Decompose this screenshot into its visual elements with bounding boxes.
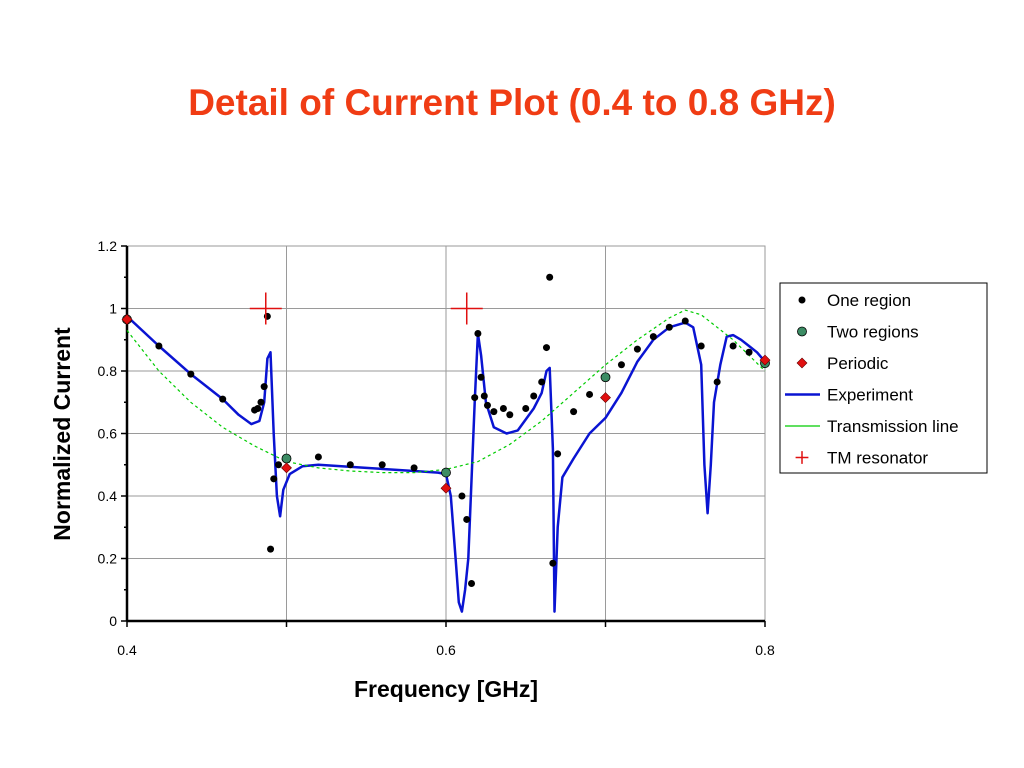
periodic-point [281, 462, 292, 474]
y-tick-label: 1 [109, 301, 117, 317]
one-region-point [586, 390, 594, 398]
two-regions-point [281, 453, 292, 464]
y-tick-label: 0.6 [98, 426, 118, 442]
one-region-point [378, 461, 386, 469]
one-region-point [729, 342, 737, 350]
one-region-point [554, 450, 562, 458]
grid-lines [126, 245, 766, 622]
legend-swatch-two-regions [797, 326, 807, 337]
legend-swatch-tm-resonator [795, 451, 809, 464]
one-region-point [542, 344, 550, 352]
one-region-point [483, 401, 491, 409]
series-layer [121, 273, 771, 613]
one-region-point [474, 330, 482, 337]
one-region-point [506, 411, 514, 419]
transmission-line-line [126, 309, 766, 474]
legend-label-periodic: Periodic [827, 354, 889, 373]
one-region-point [538, 378, 546, 386]
one-region-point [570, 408, 578, 416]
series-transmission-line [126, 309, 766, 474]
one-region-point [219, 395, 227, 403]
periodic-point [759, 354, 771, 366]
two-regions-point [441, 467, 451, 478]
x-tick-label: 0.6 [436, 642, 456, 658]
one-region-point [270, 475, 278, 483]
one-region-point [257, 398, 265, 406]
legend-label-experiment: Experiment [827, 386, 913, 405]
one-region-point [697, 342, 705, 350]
one-region-point [463, 515, 471, 523]
one-region-point [187, 370, 195, 378]
one-region-point [410, 464, 418, 472]
x-tick-label: 0.4 [117, 642, 137, 658]
legend-box [779, 282, 988, 474]
series-one-region [155, 273, 753, 587]
tm-resonator-point [450, 292, 483, 325]
legend: One region Two regions Periodic Experiment T… [779, 282, 988, 474]
one-region-point [681, 317, 689, 325]
legend-label-tm-resonator: TM resonator [827, 449, 928, 468]
one-region-point [665, 323, 673, 331]
slide-title: Detail of Current Plot (0.4 to 0.8 GHz) [188, 82, 836, 123]
y-tick-label: 0.2 [98, 551, 118, 567]
series-periodic [121, 314, 771, 494]
y-tick-label: 0.8 [98, 363, 118, 379]
one-region-point [263, 312, 271, 320]
axes: 0 0.2 0.4 0.6 0.8 1 1.2 0.4 0.6 0.8 [98, 238, 775, 658]
legend-label-two-regions: Two regions [827, 323, 919, 342]
one-region-point [713, 378, 721, 386]
one-region-point [267, 545, 275, 553]
series-tm-resonator [249, 292, 483, 325]
periodic-point [600, 392, 611, 403]
x-axis-title: Frequency [GHz] [354, 676, 538, 702]
one-region-point [522, 405, 530, 412]
one-region-point [649, 333, 657, 341]
one-region-point [471, 394, 479, 402]
y-tick-label: 0 [109, 613, 117, 629]
one-region-point [468, 580, 476, 587]
one-region-point [260, 383, 268, 391]
one-region-point [155, 342, 163, 350]
one-region-point [314, 453, 322, 461]
one-region-point [480, 392, 488, 400]
one-region-point [633, 345, 641, 353]
two-regions-point [600, 372, 611, 383]
tm-resonator-point [249, 292, 282, 325]
one-region-point [490, 408, 498, 416]
one-region-point [546, 273, 554, 281]
x-tick-label: 0.8 [755, 642, 775, 658]
one-region-point [617, 361, 625, 369]
periodic-point [121, 314, 133, 325]
one-region-point [549, 559, 557, 567]
y-tick-label: 1.2 [98, 238, 118, 254]
legend-label-transmission-line: Transmission line [827, 417, 959, 436]
one-region-point [530, 392, 538, 400]
one-region-point [745, 348, 753, 356]
y-axis-title: Normalized Current [49, 327, 75, 541]
one-region-point [346, 461, 354, 469]
y-tick-label: 0.4 [98, 488, 118, 504]
one-region-point [458, 492, 466, 500]
legend-label-one-region: One region [827, 291, 911, 310]
one-region-point [275, 461, 283, 469]
one-region-point [477, 373, 485, 381]
one-region-point [254, 405, 262, 412]
periodic-point [440, 482, 452, 494]
legend-swatch-one-region [798, 296, 806, 304]
legend-swatch-periodic [796, 357, 808, 369]
one-region-point [499, 405, 507, 412]
